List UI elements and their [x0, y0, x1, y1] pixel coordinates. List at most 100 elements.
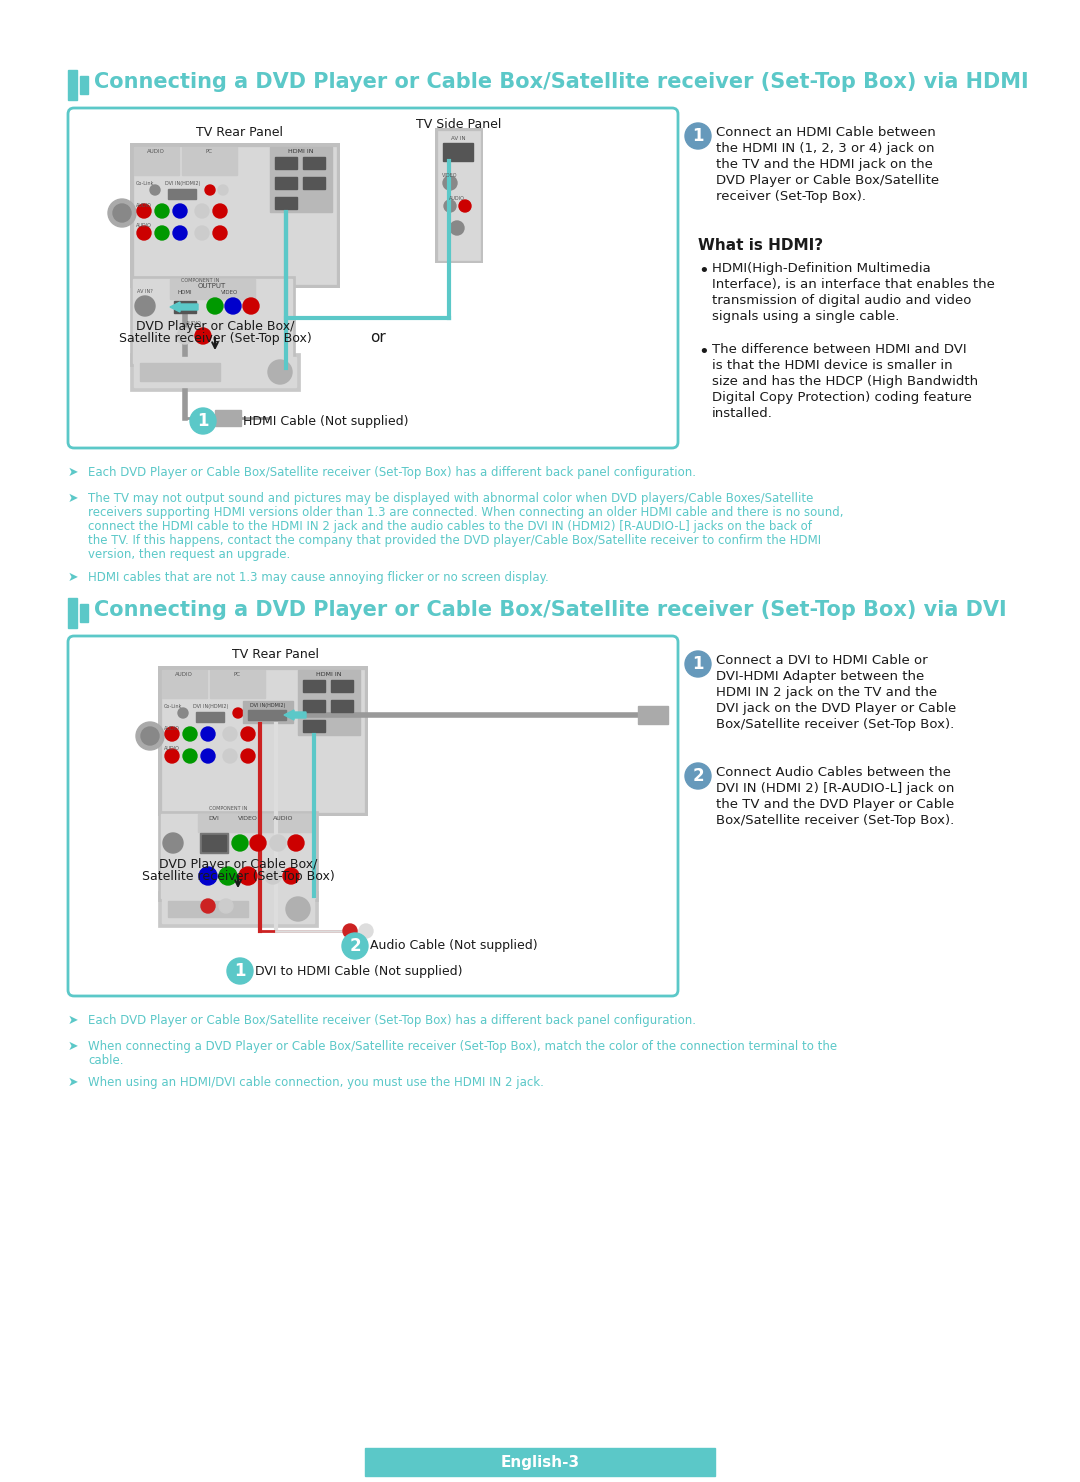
Text: or: or [370, 330, 386, 345]
Bar [303, 157, 325, 169]
Text: connect the HDMI cable to the HDMI IN 2 jack and the audio cables to the DVI IN : connect the HDMI cable to the HDMI IN 2 … [87, 520, 812, 534]
Text: DVI IN (HDMI 2) [R-AUDIO-L] jack on: DVI IN (HDMI 2) [R-AUDIO-L] jack on [716, 782, 955, 794]
Text: 1: 1 [198, 412, 208, 430]
Text: Each DVD Player or Cable Box/Satellite receiver (Set-Top Box) has a different ba: Each DVD Player or Cable Box/Satellite r… [87, 1014, 696, 1027]
Text: Co-Link: Co-Link [164, 704, 183, 708]
Text: AUDIO: AUDIO [147, 150, 165, 154]
Bar [134, 357, 296, 387]
Text: Connect a DVI to HDMI Cable or: Connect a DVI to HDMI Cable or [716, 654, 928, 667]
Circle shape [286, 897, 310, 920]
Text: Audio Cable (Not supplied): Audio Cable (Not supplied) [370, 940, 538, 953]
Circle shape [135, 296, 156, 316]
Bar [133, 279, 292, 363]
Bar [158, 811, 318, 901]
Circle shape [156, 225, 168, 240]
Circle shape [190, 408, 216, 434]
Bar [200, 833, 228, 854]
Circle shape [213, 225, 227, 240]
Text: AUDIO: AUDIO [175, 671, 193, 677]
Bar [195, 711, 224, 722]
Text: HDMI IN: HDMI IN [316, 671, 341, 677]
Circle shape [219, 867, 237, 885]
Circle shape [685, 123, 711, 150]
Circle shape [201, 900, 215, 913]
Circle shape [163, 833, 183, 854]
Text: ➤: ➤ [68, 492, 79, 505]
Text: OUTPUT: OUTPUT [198, 283, 226, 289]
Circle shape [218, 185, 228, 196]
Circle shape [283, 868, 299, 883]
Text: 2: 2 [349, 937, 361, 954]
Circle shape [239, 867, 257, 885]
Bar [134, 147, 179, 175]
Text: DVI IN(HDMI2): DVI IN(HDMI2) [251, 702, 286, 708]
Bar [162, 670, 207, 698]
Bar [183, 147, 237, 175]
Circle shape [246, 708, 256, 717]
Text: The difference between HDMI and DVI: The difference between HDMI and DVI [712, 342, 967, 356]
Circle shape [265, 868, 281, 883]
Circle shape [443, 176, 457, 190]
Text: AV IN: AV IN [450, 136, 465, 141]
Text: When connecting a DVD Player or Cable Box/Satellite receiver (Set-Top Box), matc: When connecting a DVD Player or Cable Bo… [87, 1040, 837, 1054]
Bar [215, 411, 241, 425]
Circle shape [219, 900, 233, 913]
Bar [438, 130, 480, 259]
Text: The TV may not output sound and pictures may be displayed with abnormal color wh: The TV may not output sound and pictures… [87, 492, 813, 505]
Text: AUDIO: AUDIO [136, 203, 152, 207]
Text: 1: 1 [692, 655, 704, 673]
FancyBboxPatch shape [68, 108, 678, 448]
Text: Co-Link: Co-Link [136, 181, 154, 187]
Text: the TV. If this happens, contact the company that provided the DVD player/Cable : the TV. If this happens, contact the com… [87, 534, 821, 547]
Text: Box/Satellite receiver (Set-Top Box).: Box/Satellite receiver (Set-Top Box). [716, 717, 955, 731]
Text: English-3: English-3 [500, 1454, 580, 1470]
Circle shape [241, 748, 255, 763]
Text: ➤: ➤ [68, 571, 79, 584]
Circle shape [459, 200, 471, 212]
Bar [298, 670, 360, 735]
Text: signals using a single cable.: signals using a single cable. [712, 310, 900, 323]
Text: ➤: ➤ [68, 1040, 79, 1054]
Bar [275, 176, 297, 190]
Bar [270, 147, 332, 212]
Circle shape [195, 205, 210, 218]
Circle shape [450, 221, 464, 236]
Circle shape [225, 298, 241, 314]
Bar [130, 142, 340, 288]
Circle shape [444, 200, 456, 212]
Circle shape [113, 205, 131, 222]
Circle shape [195, 328, 211, 344]
Circle shape [222, 748, 237, 763]
Circle shape [137, 225, 151, 240]
Text: installed.: installed. [712, 408, 773, 419]
Text: VIDEO: VIDEO [221, 290, 239, 295]
Text: HDMI cables that are not 1.3 may cause annoying flicker or no screen display.: HDMI cables that are not 1.3 may cause a… [87, 571, 549, 584]
Text: AUDIO: AUDIO [273, 817, 294, 821]
Bar [68, 599, 77, 628]
Bar [161, 814, 315, 898]
Bar [303, 176, 325, 190]
Bar [140, 363, 220, 381]
Text: cable.: cable. [87, 1054, 123, 1067]
Bar [248, 710, 286, 720]
Bar [303, 700, 325, 711]
Bar [330, 680, 353, 692]
Bar [134, 147, 336, 285]
Circle shape [136, 722, 164, 750]
Text: the TV and the HDMI jack on the: the TV and the HDMI jack on the [716, 159, 933, 170]
Text: AUDIO: AUDIO [164, 726, 180, 731]
Text: Box/Satellite receiver (Set-Top Box).: Box/Satellite receiver (Set-Top Box). [716, 814, 955, 827]
Circle shape [178, 708, 188, 717]
Circle shape [201, 748, 215, 763]
Text: TV Side Panel: TV Side Panel [416, 119, 502, 130]
Text: COMPONENT IN: COMPONENT IN [180, 279, 219, 283]
Text: •: • [698, 262, 708, 280]
Bar [170, 279, 255, 299]
Bar [303, 680, 325, 692]
Text: is that the HDMI device is smaller in: is that the HDMI device is smaller in [712, 359, 953, 372]
Text: DVI IN(HDMI2): DVI IN(HDMI2) [193, 704, 228, 708]
Text: PC: PC [205, 150, 213, 154]
Text: When using an HDMI/DVI cable connection, you must use the HDMI IN 2 jack.: When using an HDMI/DVI cable connection,… [87, 1076, 544, 1089]
Circle shape [359, 923, 373, 938]
Text: version, then request an upgrade.: version, then request an upgrade. [87, 548, 291, 562]
